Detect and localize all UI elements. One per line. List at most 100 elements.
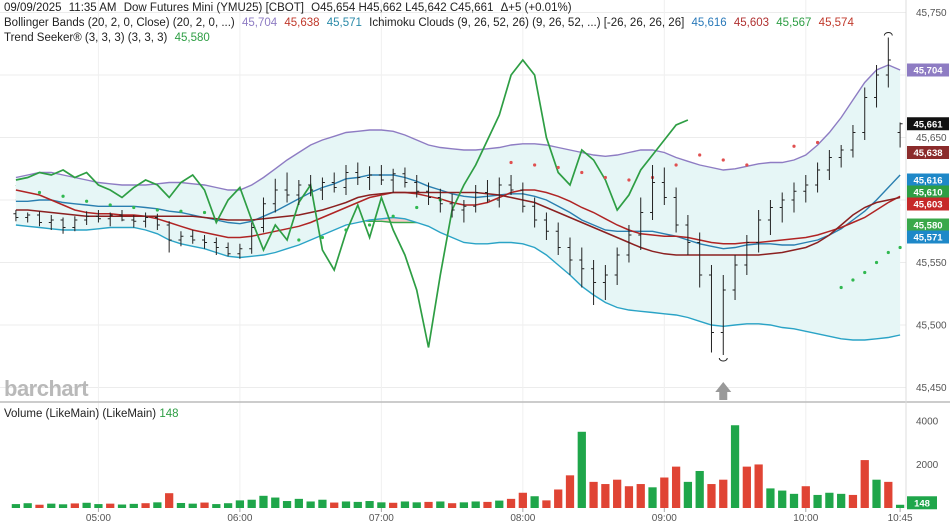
volume-bar-74 (884, 481, 893, 508)
header-symbol[interactable]: Dow Futures Mini (YMU25) [CBOT] (123, 2, 304, 14)
volume-bar-40 (483, 501, 492, 508)
price-tag-6: 45,580 (907, 218, 949, 232)
ohlc-bar-23 (284, 172, 290, 203)
volume-bar-18 (223, 503, 233, 508)
price-tag-bg-3 (907, 173, 949, 187)
trend-dot-3 (108, 203, 112, 207)
volume-bar-25 (306, 501, 315, 508)
ohlc-bar-29 (355, 162, 361, 185)
volume-label[interactable]: Volume (LikeMain) (LikeMain) (4, 408, 157, 420)
volume-bar-48 (577, 431, 586, 508)
header-ohlc: O45,654 H45,662 L45,642 C45,661 (311, 2, 494, 14)
volume-bar-45 (542, 500, 551, 508)
volume-bar-8 (106, 503, 115, 508)
ohlc-bar-37 (449, 193, 455, 218)
volume-bar-54 (648, 487, 657, 508)
trend-dot-11 (367, 223, 372, 227)
ohlc-bar-19 (237, 243, 243, 259)
ohlc-bar-73 (874, 65, 880, 108)
volume-bar-53 (636, 484, 645, 508)
volume-bar-20 (247, 499, 256, 508)
ohlc-bar-5 (72, 216, 78, 232)
price-tag-0: 45,704 (907, 63, 949, 77)
volume-bar-5 (70, 503, 79, 508)
low-marker (718, 357, 728, 362)
arrow-up-icon (715, 382, 732, 400)
price-tag-bg-5 (907, 197, 949, 211)
header-line-1: 09/09/2025 11:35 AM Dow Futures Mini (YM… (4, 2, 576, 14)
volume-bar-73 (872, 479, 881, 508)
ohlc-bar-48 (579, 247, 585, 288)
trend-dot-16 (533, 163, 537, 167)
volume-bar-10 (129, 503, 138, 508)
trend-seeker-line (15, 58, 689, 348)
volume-bar-13 (165, 493, 174, 508)
trend-dot-29 (851, 278, 855, 282)
volume-bar-37 (447, 503, 457, 508)
ohlc-bar-61 (732, 255, 738, 300)
ohlc-bar-13 (166, 221, 172, 253)
trend-dot-7 (202, 210, 207, 215)
volume-bar-12 (153, 502, 162, 508)
volume-bar-19 (235, 500, 245, 508)
ohlc-bar-1 (25, 212, 31, 223)
ohlc-bar-6 (84, 211, 90, 225)
trend-seeker-label[interactable]: Trend Seeker® (3, 3, 3) (3, 3, 3) (4, 32, 168, 44)
volume-bar-49 (589, 481, 598, 508)
ohlc-bar-54 (650, 165, 656, 220)
volume-bar-72 (860, 460, 869, 508)
volume-bar-42 (506, 498, 516, 508)
ohlc-bar-3 (48, 215, 54, 230)
volume-bar-3 (47, 503, 56, 508)
price-tag-2: 45,638 (907, 146, 949, 159)
trend-dot-25 (745, 163, 749, 167)
volume-bar-32 (389, 502, 398, 508)
trend-dot-13 (415, 205, 419, 210)
ohlc-bar-35 (426, 182, 432, 205)
ohlc-bar-21 (260, 197, 266, 233)
trend-dot-2 (85, 199, 89, 203)
trend-dot-19 (603, 175, 607, 180)
price-tag-7: 45,571 (907, 230, 949, 244)
price-tag-label-5: 45,603 (913, 200, 942, 211)
ichimoku-value-3: 45,567 (776, 17, 812, 29)
header-line-2: Bollinger Bands (20, 2, 0, Close) (20, 2… (4, 17, 858, 29)
volume-bar-38 (459, 502, 469, 508)
ohlc-bar-7 (95, 210, 101, 223)
trend-dot-9 (320, 235, 325, 240)
volume-bar-56 (671, 466, 681, 508)
x-tick-label-5: 10:00 (793, 513, 818, 524)
ohlc-bar-49 (591, 260, 597, 305)
volume-bar-67 (801, 486, 810, 508)
volume-bar-6 (82, 502, 91, 508)
volume-bar-75 (895, 504, 905, 508)
volume-bar-71 (848, 494, 858, 508)
ohlc-bar-65 (779, 192, 785, 223)
ohlc-bar-31 (378, 165, 384, 185)
trend-dot-0 (37, 190, 42, 195)
ohlc-bar-47 (567, 237, 573, 275)
ohlc-bar-68 (815, 162, 821, 193)
volume-bar-60 (719, 479, 728, 508)
ohlc-bar-58 (697, 232, 703, 288)
volume-value: 148 (159, 408, 179, 420)
volume-bar-9 (117, 504, 127, 508)
ohlc-bar-39 (473, 185, 479, 213)
trend-dot-23 (698, 153, 702, 157)
ohlc-bar-0 (13, 210, 19, 222)
trend-seeker-value: 45,580 (174, 32, 210, 44)
volume-bar-2 (35, 504, 44, 508)
ohlc-bar-14 (178, 231, 184, 247)
trend-dot-8 (297, 238, 301, 242)
ichimoku-label[interactable]: Ichimoku Clouds (9, 26, 52, 26) (9, 26, … (369, 17, 685, 29)
axes: 45,750 45,650 45,550 45,500 45,450 4000 2000 05… (86, 8, 947, 524)
volume-bar-68 (813, 494, 822, 508)
volume-bar-44 (530, 496, 539, 508)
price-tag-bg-2 (907, 146, 949, 159)
ichimoku-value-4: 45,574 (818, 17, 854, 29)
ohlc-bar-45 (543, 212, 549, 240)
bb-label[interactable]: Bollinger Bands (20, 2, 0, Close) (20, 2… (4, 17, 235, 29)
ohlc-bar-59 (708, 265, 714, 353)
x-tick-label-6: 10:45 (888, 513, 913, 524)
